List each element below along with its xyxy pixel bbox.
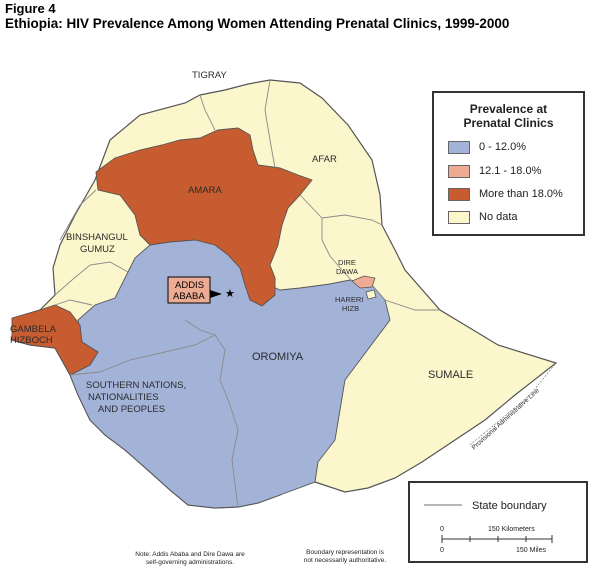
- legend-swatch-low: [448, 140, 470, 154]
- label-amara: AMARA: [188, 185, 222, 196]
- label-snnp-2: NATIONALITIES: [88, 392, 159, 403]
- label-binshangul-2: GUMUZ: [80, 244, 115, 255]
- legend-item-mid: 12.1 - 18.0%: [448, 163, 541, 179]
- figure-label: Figure 4: [5, 1, 56, 16]
- label-gambela-2: HIZBOCH: [10, 335, 53, 346]
- legend-label-low: 0 - 12.0%: [479, 141, 527, 153]
- scale-mi-zero: 0: [440, 547, 444, 554]
- label-tigray: TIGRAY: [192, 70, 227, 81]
- scale-km-label: 150 Kilometers: [488, 526, 535, 533]
- scale-mi-label: 150 Miles: [516, 547, 546, 554]
- note-right-1: Boundary representation is: [306, 549, 384, 556]
- label-addis-1: ADDIS: [175, 280, 204, 291]
- label-gambela-1: GAMBELA: [10, 324, 57, 335]
- addis-pointer: [210, 290, 222, 298]
- map-title: Ethiopia: HIV Prevalence Among Women Att…: [5, 16, 510, 31]
- note-left-2: self-governing administrations.: [145, 559, 235, 566]
- scale-km-zero: 0: [440, 526, 444, 533]
- scale-graphic: State boundary 0 150 Kilometers 0 150 Mi…: [424, 500, 553, 554]
- legend-swatch-high: [448, 187, 470, 201]
- legend-swatch-nodata: [448, 210, 470, 224]
- label-hareri-2: HIZB: [342, 304, 359, 313]
- label-addis-2: ABABA: [173, 291, 205, 302]
- note-right: Boundary representation is not necessari…: [290, 549, 400, 565]
- dire-dawa-region: [351, 275, 376, 289]
- label-snnp-1: SOUTHERN NATIONS,: [86, 380, 186, 391]
- scale-box: State boundary 0 150 Kilometers 0 150 Mi…: [408, 481, 588, 563]
- legend: Prevalence at Prenatal Clinics 0 - 12.0%…: [432, 91, 585, 236]
- label-hareri-1: HARERI: [335, 295, 363, 304]
- legend-label-nodata: No data: [479, 211, 518, 223]
- addis-star-icon: ★: [225, 288, 235, 300]
- legend-item-nodata: No data: [448, 209, 518, 225]
- hareri-region: [365, 289, 377, 300]
- legend-item-high: More than 18.0%: [448, 186, 563, 202]
- legend-label-mid: 12.1 - 18.0%: [479, 165, 542, 177]
- note-left-1: Note: Addis Ababa and Dire Dawa are: [135, 551, 245, 558]
- legend-swatch-mid: [448, 164, 470, 178]
- amara-region: [95, 127, 313, 307]
- legend-title-1: Prevalence at: [469, 102, 548, 116]
- label-dire-2: DAWA: [336, 267, 358, 276]
- label-afar: AFAR: [312, 154, 337, 165]
- label-binshangul-1: BINSHANGUL: [66, 232, 128, 243]
- provisional-line: [469, 362, 557, 446]
- addis-box: [167, 276, 211, 304]
- note-left: Note: Addis Ababa and Dire Dawa are self…: [110, 551, 270, 567]
- state-boundaries: [54, 79, 440, 508]
- label-dire-1: DIRE: [338, 258, 356, 267]
- label-snnp-3: AND PEOPLES: [98, 404, 165, 415]
- legend-item-low: 0 - 12.0%: [448, 139, 526, 155]
- scale-boundary-label: State boundary: [472, 500, 547, 512]
- legend-title-2: Prenatal Clinics: [463, 116, 554, 130]
- note-right-2: not necessarily authoritative.: [303, 557, 387, 564]
- label-sumale: SUMALE: [428, 369, 473, 381]
- legend-label-high: More than 18.0%: [479, 188, 563, 200]
- label-oromiya: OROMIYA: [252, 351, 304, 363]
